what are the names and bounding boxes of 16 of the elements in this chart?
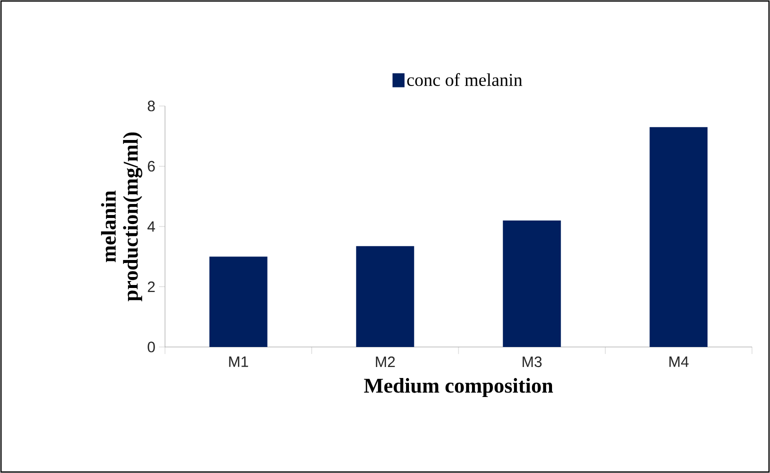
x-tick-label: M1	[229, 356, 248, 367]
bar	[209, 256, 268, 347]
x-tick-label: M4	[669, 356, 689, 367]
y-tick-label: 6	[148, 160, 155, 172]
bar	[650, 127, 708, 347]
bar	[356, 246, 414, 347]
y-tick-label: 4	[147, 221, 156, 232]
y-axis-title: melanin production(mg/ml)	[101, 132, 142, 302]
y-tick-label: 0	[148, 342, 155, 352]
bar	[502, 220, 561, 347]
legend-label: conc of melanin	[407, 73, 522, 86]
x-axis-title: Medium composition	[364, 378, 553, 398]
y-tick-label: 2	[148, 282, 155, 292]
y-tick-label: 8	[148, 100, 155, 112]
x-tick-label: M3	[522, 356, 542, 368]
x-tick-label: M2	[376, 356, 395, 367]
